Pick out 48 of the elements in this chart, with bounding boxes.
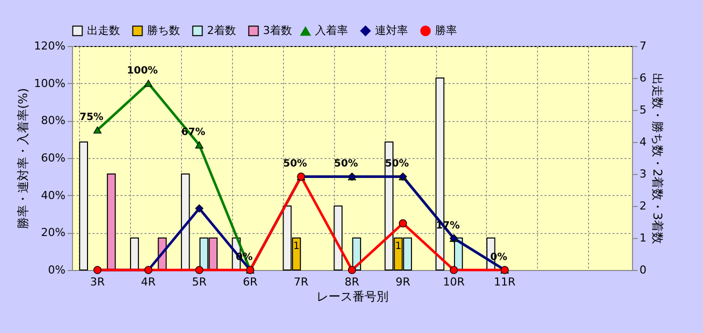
x-tick-label: 8R <box>344 276 360 288</box>
x-tick-label: 4R <box>141 276 156 288</box>
x-tick-label: 7R <box>294 276 309 288</box>
legend-label: 出走数 <box>87 24 120 37</box>
legend-label: 勝ち数 <box>147 24 180 37</box>
legend-label: 2着数 <box>207 24 236 37</box>
y2-axis-title: 出走数・勝ち数・2着数・3着数 <box>650 72 664 244</box>
point <box>195 141 204 148</box>
data-label: 50% <box>283 158 308 170</box>
x-tick-label: 9R <box>396 276 411 288</box>
x-tick-label: 6R <box>242 276 258 288</box>
point <box>195 266 204 274</box>
point <box>348 266 356 274</box>
point <box>195 204 204 212</box>
data-label: 75% <box>79 112 104 123</box>
y-tick-label: 80% <box>41 114 66 128</box>
y-tick-label: 20% <box>41 226 66 240</box>
x-tick-label: 3R <box>90 276 106 288</box>
x-tick-label: 5R <box>192 276 207 288</box>
legend-label: 勝率 <box>435 24 457 37</box>
data-label: 50% <box>334 158 358 170</box>
y-tick-label: 100% <box>34 76 66 90</box>
y2-tick-label: 7 <box>640 40 646 52</box>
x-tick-label: 11R <box>494 276 516 288</box>
legend-label: 入着率 <box>315 24 348 38</box>
data-label: 1 <box>395 241 402 252</box>
data-label: 100% <box>126 65 158 76</box>
y-tick-label: 40% <box>41 188 66 202</box>
y2-tick-label: 5 <box>640 104 646 116</box>
y2-tick-label: 1 <box>640 232 646 244</box>
y-axis-title: 勝率・連対率・入着率(%) <box>16 88 30 229</box>
y2-tick-label: 0 <box>640 264 646 276</box>
y2-tick-label: 6 <box>640 72 646 84</box>
y2-tick-label: 2 <box>640 200 646 212</box>
y-tick-label: 120% <box>34 40 66 52</box>
point <box>450 266 458 274</box>
y-tick-label: 60% <box>41 152 66 164</box>
y2-tick-label: 4 <box>640 136 646 148</box>
x-tick-label: 10R <box>443 276 465 288</box>
point <box>144 80 152 87</box>
point <box>398 219 407 228</box>
x-axis-title: レース番号別 <box>316 290 388 304</box>
legend-label: 連対率 <box>375 24 408 37</box>
point <box>93 126 102 134</box>
y2-tick-label: 3 <box>640 168 646 180</box>
data-label: 1 <box>293 241 300 252</box>
legend-label: 3着数 <box>263 24 292 37</box>
y-tick-label: 0% <box>48 264 66 276</box>
